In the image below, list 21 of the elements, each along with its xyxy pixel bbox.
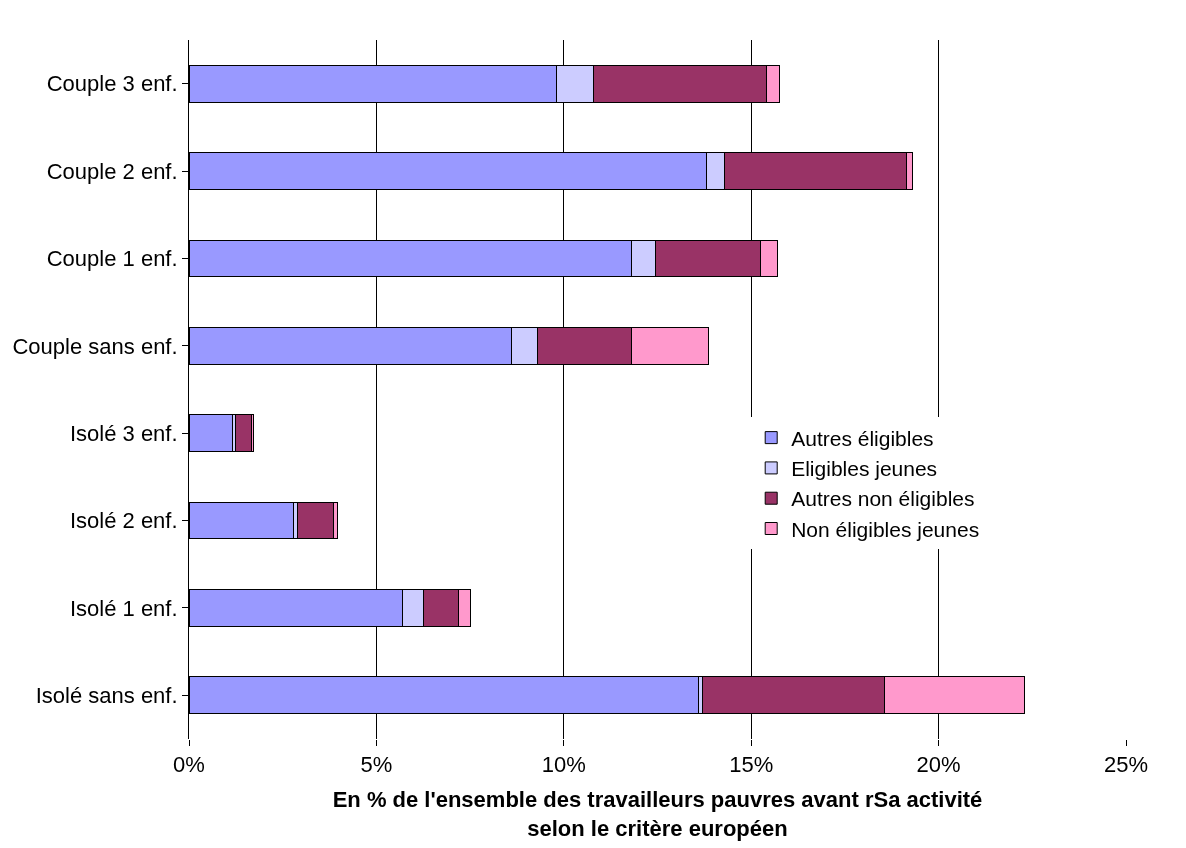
y-tick-label: Couple 1 enf.	[46, 246, 178, 272]
y-tick-label: Couple 3 enf.	[46, 71, 178, 97]
x-tick-label: 20%	[916, 752, 961, 778]
legend-label: Non éligibles jeunes	[791, 517, 980, 541]
bar	[234, 414, 253, 453]
x-tick-label: 5%	[360, 752, 393, 778]
y-tick-label: Isolé sans enf.	[35, 683, 178, 709]
y-tick-label: Couple 2 enf.	[46, 158, 178, 184]
x-tick-label: 25%	[1103, 752, 1149, 778]
legend-label: Autres non éligibles	[791, 487, 975, 511]
x-tick-label: 0%	[173, 752, 205, 778]
y-tick-label: Isolé 1 enf.	[69, 595, 178, 621]
y-tick-label: Isolé 3 enf.	[69, 420, 178, 446]
y-tick-label: Isolé 2 enf.	[69, 508, 178, 534]
y-tick-label: Couple sans enf.	[12, 333, 178, 359]
x-tick-label: 15%	[729, 752, 774, 778]
x-axis-title: En % de l'ensemble des travailleurs pauvres avant rSa activité selon le critère européen	[332, 787, 983, 841]
x-tick-label: 10%	[541, 752, 586, 778]
legend-label: Autres éligibles	[791, 426, 934, 450]
bar	[297, 501, 334, 540]
legend-label: Eligibles jeunes	[791, 457, 938, 481]
